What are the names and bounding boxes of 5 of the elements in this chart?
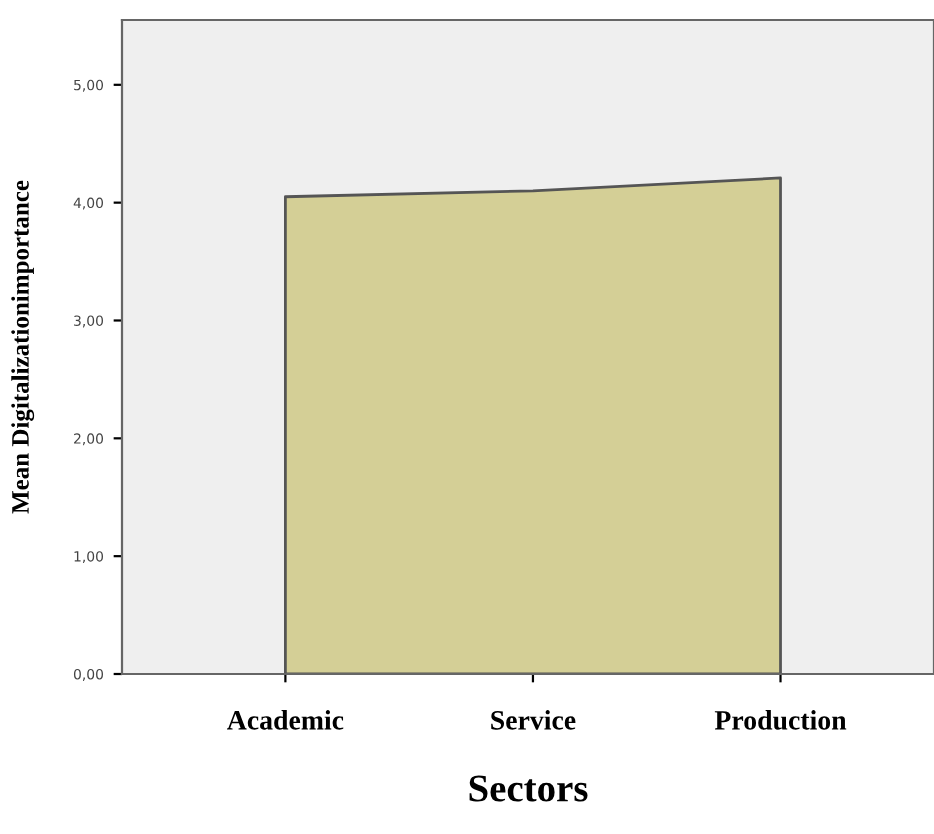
x-tick-label: Service: [491, 710, 576, 730]
x-tick-label: Production: [714, 710, 847, 730]
y-axis-title: Mean Digitalizationimportance: [11, 180, 35, 514]
x-axis-title: Sectors: [469, 775, 588, 802]
x-tick-label: Academic: [227, 710, 344, 730]
